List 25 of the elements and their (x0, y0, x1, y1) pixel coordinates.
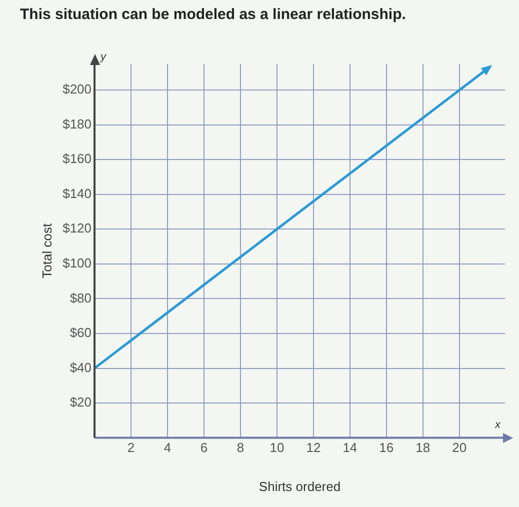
x-tick-label: 16 (379, 440, 394, 456)
x-tick-label: 14 (342, 440, 358, 456)
chart-title: This situation can be modeled as a linear relationship. (20, 6, 406, 24)
y-tick-label: $100 (62, 256, 92, 271)
x-tick-label: 10 (270, 440, 284, 456)
y-tick-label: $80 (70, 290, 92, 306)
y-tick-label: $160 (62, 151, 92, 166)
y-axis-title: Total cost (39, 223, 54, 278)
x-tick-label: 6 (200, 440, 208, 456)
x-axis-title: Shirts ordered (258, 478, 341, 494)
annotation: x (494, 418, 501, 431)
y-tick-label: $60 (70, 325, 92, 340)
y-tick-label: $40 (70, 360, 92, 375)
y-tick-label: $20 (70, 394, 92, 410)
x-tick-label: 8 (236, 440, 244, 456)
x-tick-label: 18 (416, 440, 430, 456)
y-tick-label: $140 (62, 186, 92, 201)
x-tick-label: 4 (164, 440, 172, 456)
y-tick-label: $180 (62, 116, 92, 132)
text: y (100, 51, 108, 63)
x-tick-label: 20 (452, 440, 467, 456)
y-tick-label: $120 (62, 220, 92, 236)
x-tick-label: 2 (127, 440, 135, 456)
x-tick-label: 12 (306, 440, 321, 456)
y-tick-label: $200 (62, 82, 92, 97)
